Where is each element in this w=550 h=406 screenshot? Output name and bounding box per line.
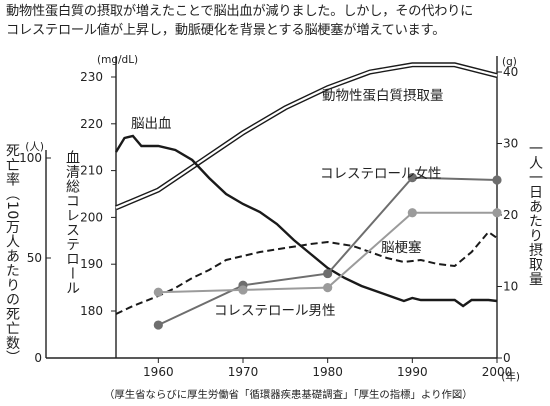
x-tick-label: 2000 xyxy=(482,365,513,379)
protein-tick-label: 20 xyxy=(503,208,518,222)
series-line-protein-inner xyxy=(115,63,498,209)
footnote: （厚生省ならびに厚生労働省「循環器疾患基礎調査」「厚生の指標」より作図） xyxy=(104,389,473,401)
point-cholesterol-female xyxy=(492,175,502,185)
cholesterol-tick-label: 210 xyxy=(80,164,103,178)
header-line-1: 動物性蛋白質の摂取が増えたことで脳出血が減りました。しかし，その代わりに xyxy=(6,4,474,19)
cholesterol-axis-label: 血清総コレステロール xyxy=(64,150,80,295)
point-cholesterol-female xyxy=(153,320,163,330)
death-rate-tick-label: 0 xyxy=(34,351,42,365)
label-protein: 動物性蛋白質摂取量 xyxy=(322,88,444,104)
x-tick-label: 1980 xyxy=(312,365,343,379)
series-line-protein-outer xyxy=(115,62,498,211)
protein-axis-label: 一人一日あたり摂取量 xyxy=(527,141,543,286)
point-cholesterol-female xyxy=(407,173,417,183)
x-unit: (年) xyxy=(501,370,520,383)
header-line-2: コレステロール値が上昇し，動脈硬化を背景とする脳梗塞が増えています。 xyxy=(6,23,446,38)
cholesterol-tick-label: 200 xyxy=(80,210,103,224)
cholesterol-tick-label: 230 xyxy=(80,70,103,84)
point-cholesterol-female xyxy=(323,268,333,279)
death-rate-tick-label: 50 xyxy=(27,251,42,265)
label-cholesterol-female: コレステロール女性 xyxy=(320,165,442,182)
death-rate-tick-label: 100 xyxy=(19,151,42,165)
protein-tick-label: 40 xyxy=(503,65,518,79)
protein-tick-label: 30 xyxy=(503,137,518,151)
point-cholesterol-male xyxy=(153,287,163,297)
cholesterol-tick-label: 180 xyxy=(80,304,103,318)
series-line-cholesterol-male xyxy=(158,211,497,294)
label-cholesterol-male: コレステロール男性 xyxy=(214,303,336,319)
series-line-infarction xyxy=(115,230,498,315)
label-infarction: 脳梗塞 xyxy=(381,239,422,256)
point-cholesterol-male xyxy=(238,285,248,295)
protein-tick-label: 0 xyxy=(503,351,511,365)
header: 動物性蛋白質の摂取が増えたことで脳出血が減りました。しかし，その代わりに コレス… xyxy=(6,2,546,40)
death-rate-axis-label: 死亡率（10万人あたりの死亡数） xyxy=(4,143,20,365)
protein-tick-label: 10 xyxy=(503,280,518,294)
x-tick-label: 1960 xyxy=(143,365,174,379)
cholesterol-unit: (mg/dL) xyxy=(97,54,138,66)
cholesterol-tick-label: 190 xyxy=(80,257,103,271)
protein-unit: (g) xyxy=(502,56,517,68)
death-rate-unit: (人) xyxy=(25,141,44,153)
cholesterol-tick-label: 220 xyxy=(80,117,103,131)
point-cholesterol-male xyxy=(323,283,333,293)
x-tick-label: 1970 xyxy=(228,365,259,379)
point-cholesterol-male xyxy=(407,208,417,218)
point-cholesterol-male xyxy=(492,208,502,218)
series-line-hemorrhage xyxy=(114,134,498,308)
x-tick-label: 1990 xyxy=(397,365,428,379)
label-hemorrhage: 脳出血 xyxy=(131,116,172,132)
